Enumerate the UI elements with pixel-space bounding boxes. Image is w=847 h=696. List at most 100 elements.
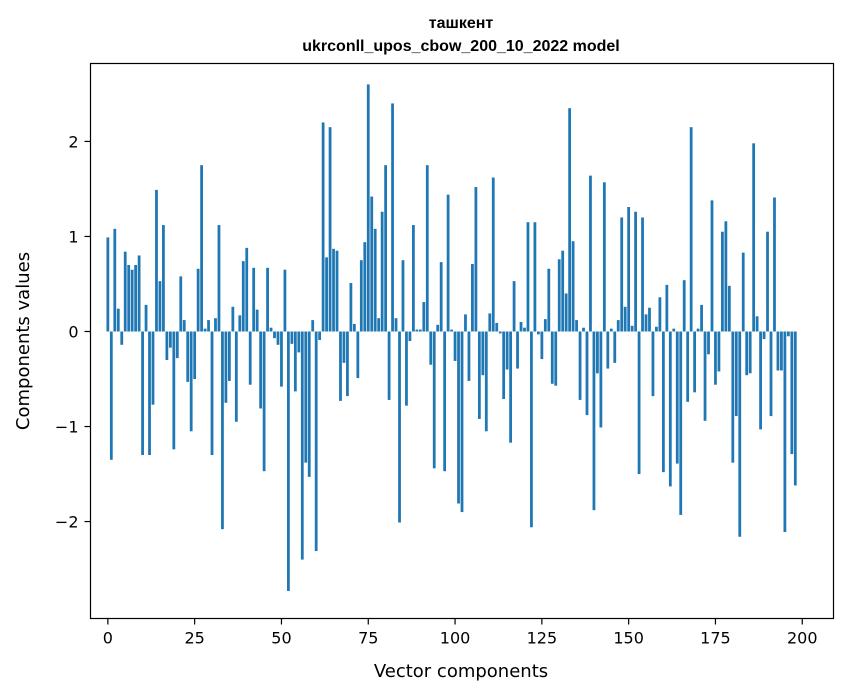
bar-143 [602,182,606,332]
bar-44 [259,331,263,409]
bar-102 [460,331,464,513]
bar-196 [786,331,790,337]
bar-163 [672,328,676,332]
bar-190 [766,231,769,332]
bar-22 [182,320,186,332]
bar-106 [474,187,478,332]
x-axis-label: Vector components [374,661,548,682]
bar-174 [710,200,714,332]
bar-73 [359,260,363,332]
bar-20 [175,331,179,359]
bar-33 [221,331,224,530]
bar-198 [793,331,797,486]
bar-158 [655,326,658,332]
bar-18 [168,331,172,348]
bar-182 [738,331,742,537]
bar-122 [530,331,533,528]
bar-43 [255,309,259,332]
bar-63 [325,257,328,332]
bar-113 [498,331,502,334]
bar-191 [769,331,773,417]
bar-62 [321,122,325,332]
bar-183 [741,252,745,332]
bar-26 [196,268,200,332]
bar-42 [252,267,256,332]
bar-65 [332,248,335,332]
bar-1 [109,331,113,460]
bar-78 [377,318,381,332]
bar-131 [561,250,565,332]
bar-66 [335,250,339,332]
bar-157 [651,331,655,397]
bar-97 [443,331,447,472]
bar-165 [679,331,683,515]
bar-82 [391,103,394,332]
bar-140 [592,331,596,511]
bar-29 [207,320,210,332]
bar-117 [512,281,516,332]
bar-112 [495,322,499,332]
x-tick-label-200: 200 [787,629,818,648]
bar-50 [280,331,283,387]
bar-104 [467,331,471,381]
bar-30 [210,331,214,456]
bar-179 [727,285,731,332]
bar-126 [543,319,547,332]
bar-15 [158,281,162,332]
bar-151 [630,325,634,332]
bar-176 [717,331,721,372]
bar-28 [203,328,207,332]
bar-9 [137,255,141,332]
bar-193 [776,331,780,371]
bar-115 [505,331,509,370]
bar-186 [752,143,756,332]
bar-16 [162,225,165,332]
bar-172 [703,331,707,421]
chart-title-line-1: ташкент [429,15,494,32]
bar-171 [700,304,703,332]
bar-55 [297,331,301,353]
bar-60 [314,331,318,552]
x-tick-label-50: 50 [271,629,291,648]
bar-39 [241,261,245,332]
bar-93 [429,331,433,365]
bar-92 [425,165,429,332]
bar-96 [439,262,443,332]
bar-154 [641,217,644,332]
bar-127 [547,268,551,332]
bar-14 [155,189,158,332]
bar-68 [342,331,346,363]
bar-34 [224,331,228,403]
bar-138 [585,331,589,416]
bar-87 [408,331,412,341]
bar-84 [398,331,401,523]
bar-150 [627,207,631,332]
x-tick-label-25: 25 [184,629,204,648]
plot-frame [89,62,835,620]
bar-95 [436,324,440,332]
bar-164 [675,331,679,464]
bar-69 [346,331,349,397]
bar-94 [432,331,436,469]
bar-134 [571,241,575,332]
bar-41 [248,331,252,385]
bar-4 [120,331,124,345]
bar-100 [453,331,457,361]
bar-81 [387,331,391,400]
bar-141 [596,331,599,374]
bar-159 [658,297,662,332]
y-tick-label--1: −1 [55,418,79,437]
y-axis-label: Components values [13,252,34,430]
bar-156 [648,307,651,332]
bar-136 [578,331,582,400]
bar-109 [484,331,488,432]
bar-70 [349,283,353,332]
bar-139 [589,175,592,332]
bar-173 [707,331,710,355]
bar-146 [613,331,617,363]
bar-2 [113,228,117,332]
bar-168 [689,127,693,332]
bar-10 [141,331,144,456]
x-tick-label-150: 150 [613,629,644,648]
bar-27 [200,165,203,332]
